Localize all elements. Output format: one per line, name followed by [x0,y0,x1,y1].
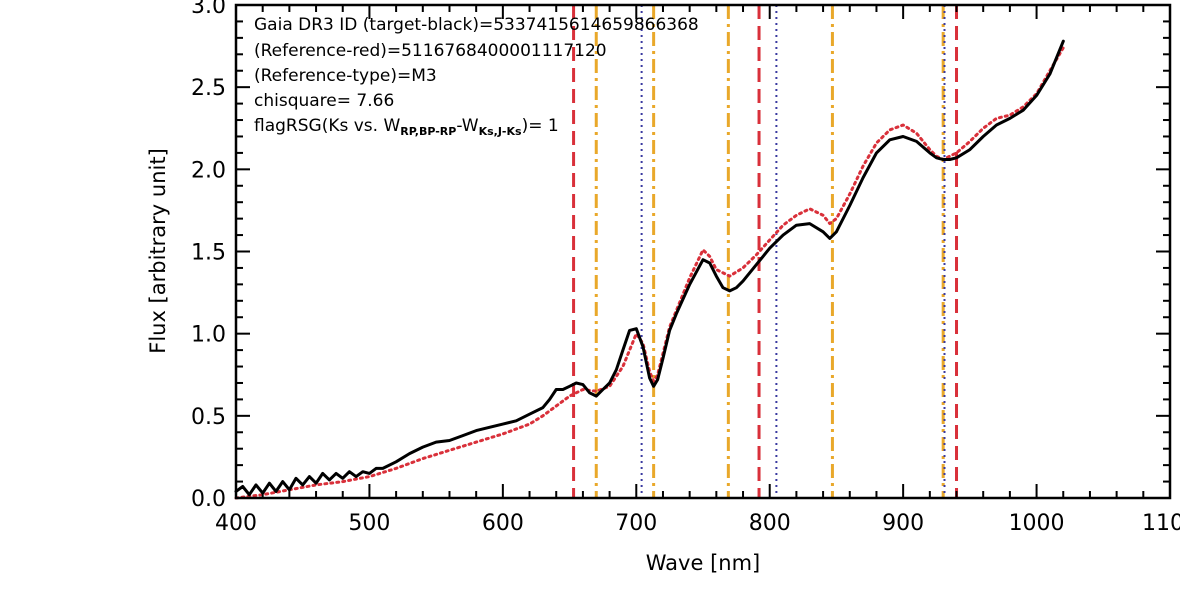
y-tick-label-1.5: 1.5 [191,241,226,266]
y-tick-label-3.0: 3.0 [191,0,226,19]
flagrsg-prefix: flagRSG(Ks vs. W [254,116,400,136]
x-tick-label-400: 400 [215,511,257,536]
x-tick-label-600: 600 [482,511,524,536]
flagrsg-subscript-1: RP,BP-RP [400,125,456,138]
annotation-block: Gaia DR3 ID (target-black)=5337415614659… [254,15,699,138]
y-tick-label-2.5: 2.5 [191,76,226,101]
annotation-reference-id: (Reference-red)=5116768400001117120 [254,41,607,61]
annotation-flagrsg: flagRSG(Ks vs. WRP,BP-RP-WKs,J-Ks)= 1 [254,116,559,138]
series-group [234,39,1065,500]
x-tick-label-700: 700 [615,511,657,536]
annotation-target-id: Gaia DR3 ID (target-black)=5337415614659… [254,15,699,35]
x-tick-label-800: 800 [749,511,791,536]
flagrsg-mid: -W [456,116,478,136]
axis-ticks-group [235,4,1171,499]
x-tick-label-500: 500 [348,511,390,536]
reference-lines-group [572,5,959,498]
annotation-reference-type: (Reference-type)=M3 [254,66,437,86]
flagrsg-subscript-2: Ks,J-Ks [479,125,522,138]
y-tick-label-2.0: 2.0 [191,158,226,183]
annotation-chisquare: chisquare= 7.66 [254,91,394,111]
y-tick-label-0.0: 0.0 [191,487,226,512]
target-spectrum-line [234,39,1065,497]
x-axis-title: Wave [nm] [646,551,760,575]
x-tick-label-1000: 1000 [1009,511,1065,536]
flagrsg-suffix: )= 1 [522,116,559,136]
y-tick-label-1.0: 1.0 [191,323,226,348]
y-tick-label-0.5: 0.5 [191,405,226,430]
x-tick-label-900: 900 [882,511,924,536]
y-axis-title: Flux [arbitrary unit] [146,148,170,354]
